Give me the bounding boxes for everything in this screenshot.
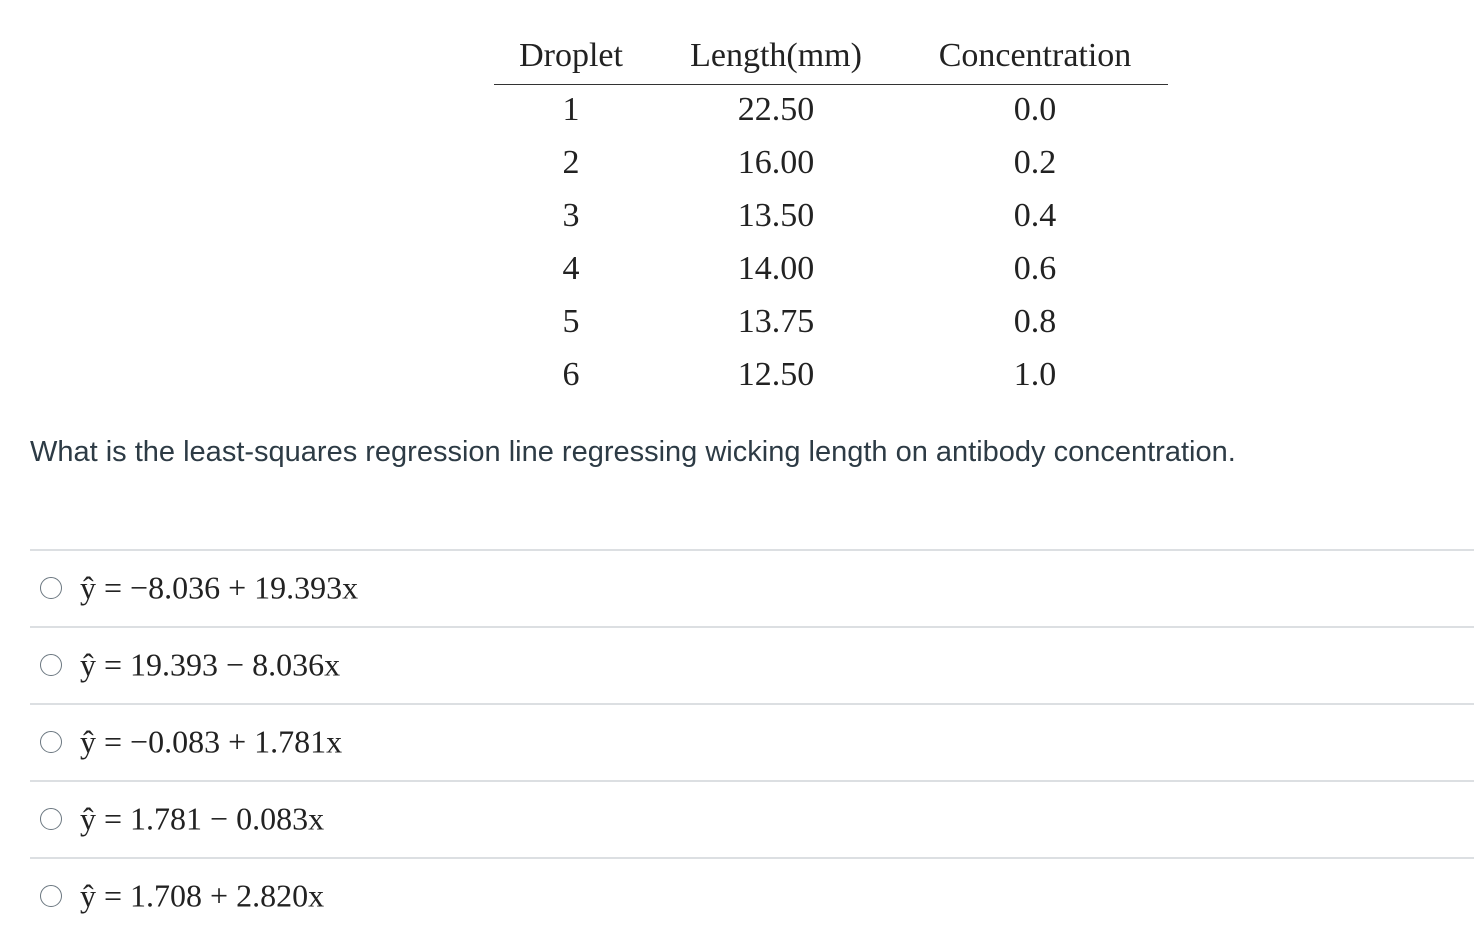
answer-option[interactable]: ŷ = −0.083 + 1.781x: [80, 723, 343, 760]
table-cell: 12.50: [737, 356, 815, 393]
table-cell: 3: [562, 197, 580, 234]
answer-option[interactable]: ŷ = 1.781 − 0.083x: [80, 800, 325, 837]
table-cell: 2: [562, 144, 580, 181]
radio-button[interactable]: [40, 885, 62, 907]
table-cell: 0.0: [1013, 91, 1057, 128]
separator: [30, 549, 1474, 551]
table-cell: 13.50: [737, 197, 815, 234]
separator: [30, 626, 1474, 628]
separator: [30, 703, 1474, 705]
table-cell: 0.6: [1013, 250, 1057, 287]
table-cell: 13.75: [737, 303, 815, 340]
separator: [30, 780, 1474, 782]
question: What is the least-squares regression lin…: [30, 436, 1236, 468]
header-rule: [494, 84, 1168, 85]
table-cell: 16.00: [737, 144, 815, 181]
table-cell: 5: [562, 303, 580, 340]
radio-button[interactable]: [40, 808, 62, 830]
table-cell: 22.50: [737, 91, 815, 128]
table-cell: 1: [562, 91, 580, 128]
radio-button[interactable]: [40, 577, 62, 599]
radio-button[interactable]: [40, 731, 62, 753]
answer-option[interactable]: ŷ = 1.708 + 2.820x: [80, 877, 325, 914]
table-cell: 1.0: [1013, 356, 1057, 393]
radio-button[interactable]: [40, 654, 62, 676]
table-cell: 6: [562, 356, 580, 393]
table-cell: 0.4: [1013, 197, 1057, 234]
answer-option[interactable]: ŷ = −8.036 + 19.393x: [80, 569, 359, 606]
separator: [30, 857, 1474, 859]
table-header: Length(mm): [690, 37, 862, 74]
table-cell: 0.8: [1013, 303, 1057, 340]
table-cell: 0.2: [1013, 144, 1057, 181]
answer-option[interactable]: ŷ = 19.393 − 8.036x: [80, 646, 341, 683]
table-cell: 14.00: [737, 250, 815, 287]
table-cell: 4: [562, 250, 580, 287]
table-header: Droplet: [519, 37, 623, 74]
table-header: Concentration: [938, 37, 1132, 74]
